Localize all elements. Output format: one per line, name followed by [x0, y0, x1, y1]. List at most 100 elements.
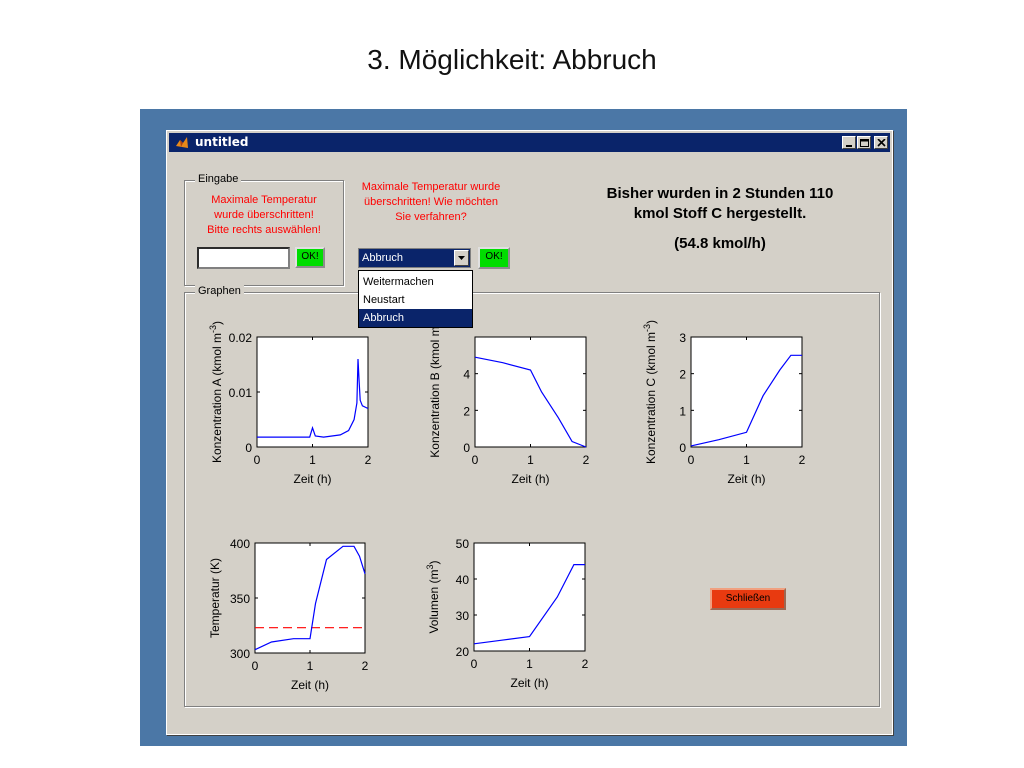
y-axis-label-end: ) [427, 560, 441, 564]
x-tick-label: 1 [307, 659, 314, 673]
graphen-group: Graphen [184, 285, 880, 707]
prompt-message: Maximale Temperatur wurde überschritten!… [342, 180, 520, 225]
y-axis-label-end: ) [210, 321, 224, 325]
y-tick-label: 2 [463, 404, 470, 418]
y-tick-label: 3 [679, 331, 686, 345]
graphen-legend: Graphen [195, 285, 244, 297]
plot-temperatur: 0 1 2 300 350 400 Zeit (h) Temperatur (K) [208, 537, 369, 692]
eingabe-message: Maximale Temperatur wurde überschritten!… [186, 193, 342, 238]
y-axis-label: Konzentration B (kmol m [428, 326, 442, 457]
info-rate: (54.8 kmol/h) [674, 235, 766, 252]
y-axis-label: Konzentration A (kmol m-3) [208, 321, 224, 463]
slide-title: 3. Möglichkeit: Abbruch [367, 44, 657, 75]
prompt-message-line: Maximale Temperatur wurde [361, 181, 501, 193]
prompt-ok-button[interactable]: OK! [478, 247, 510, 269]
x-tick-label: 0 [252, 659, 259, 673]
matlab-icon [176, 137, 188, 148]
x-tick-label: 2 [365, 453, 372, 467]
axes-box [690, 336, 803, 448]
series-line [473, 563, 585, 645]
window-titlebar[interactable]: untitled [169, 133, 890, 152]
y-axis-label-sup: -3 [208, 325, 218, 333]
x-tick-label: 2 [582, 657, 589, 671]
x-axis-label: Zeit (h) [293, 472, 331, 486]
window-title: untitled [195, 135, 249, 149]
y-tick-label: 30 [456, 609, 470, 623]
y-axis-label-text: Konzentration C (kmol m [644, 332, 658, 464]
action-dropdown-list: Weitermachen Neustart Abbruch [358, 270, 473, 328]
y-tick-label: 0.01 [229, 386, 253, 400]
close-window-button[interactable] [874, 136, 888, 149]
x-axis-label: Zeit (h) [291, 678, 329, 692]
y-tick-label: 0 [679, 441, 686, 455]
x-axis-label: Zeit (h) [727, 472, 765, 486]
y-tick-label: 40 [456, 573, 470, 587]
prompt-message-line: überschritten! Wie möchten [364, 196, 498, 208]
eingabe-message-line: wurde überschritten! [214, 209, 314, 221]
x-tick-label: 0 [688, 453, 695, 467]
action-select[interactable]: Abbruch [358, 248, 471, 268]
chevron-down-icon [458, 256, 465, 260]
y-tick-label: 0 [245, 441, 252, 455]
y-tick-label: 400 [230, 537, 250, 551]
prompt-message-line: Sie verfahren? [395, 211, 467, 223]
schliessen-button[interactable]: Schließen [710, 588, 786, 610]
plot-konzentration-c: 0 1 2 0 1 2 3 Zeit (h) Konzentration C (kmol m-3… [642, 320, 806, 486]
y-tick-label: 4 [463, 368, 470, 382]
y-axis-label-text: Konzentration A (kmol m [210, 333, 224, 463]
eingabe-message-line: Maximale Temperatur [211, 194, 317, 206]
maximize-icon [860, 139, 869, 147]
minimize-button[interactable] [842, 136, 856, 149]
series-line [257, 358, 369, 438]
y-tick-label: 2 [679, 368, 686, 382]
series-line [690, 354, 802, 447]
y-axis-label-sup: 3 [425, 564, 435, 569]
y-axis-label-text: Volumen (m [427, 569, 441, 633]
series-line [474, 356, 587, 448]
y-axis-label: Konzentration C (kmol m-3) [642, 320, 658, 464]
y-tick-label: 0.02 [229, 331, 253, 345]
x-axis-label: Zeit (h) [510, 676, 548, 690]
option-neustart[interactable]: Neustart [363, 294, 405, 306]
y-axis-label-sup: -3 [642, 324, 652, 332]
y-tick-label: 1 [679, 404, 686, 418]
y-tick-label: 0 [463, 441, 470, 455]
y-tick-label: 20 [456, 645, 470, 659]
series-line [254, 545, 366, 651]
plot-volumen: 0 1 2 20 30 40 50 Zeit (h) Volumen (m3) [425, 537, 589, 690]
axes-box [254, 542, 366, 654]
y-axis-label-text: Temperatur (K) [208, 558, 222, 638]
eingabe-message-line: Bitte rechts auswählen! [207, 224, 321, 236]
y-axis-label-text: Konzentration B (kmol m [428, 326, 442, 457]
option-weitermachen[interactable]: Weitermachen [363, 276, 434, 288]
plot-konzentration-b: 0 1 2 0 2 4 Zeit (h) Konzentration B (kmol m [428, 326, 590, 486]
axes-box [474, 336, 587, 448]
action-select-value: Abbruch [362, 252, 403, 264]
y-tick-label: 50 [456, 537, 470, 551]
x-tick-label: 0 [471, 657, 478, 671]
x-tick-label: 0 [254, 453, 261, 467]
maximize-button[interactable] [857, 136, 871, 149]
y-axis-label: Temperatur (K) [208, 558, 222, 638]
x-tick-label: 2 [362, 659, 369, 673]
x-tick-label: 0 [472, 453, 479, 467]
x-tick-label: 1 [527, 453, 534, 467]
select-arrow-button[interactable] [454, 250, 469, 266]
close-icon [877, 139, 886, 147]
info-line-2: kmol Stoff C hergestellt. [633, 205, 807, 222]
x-axis-label: Zeit (h) [511, 472, 549, 486]
eingabe-group: Eingabe [184, 173, 344, 286]
x-tick-label: 2 [799, 453, 806, 467]
x-tick-label: 1 [526, 657, 533, 671]
y-axis-label-end: ) [644, 320, 658, 324]
x-tick-label: 1 [743, 453, 750, 467]
eingabe-input[interactable] [197, 247, 290, 269]
axes-box [473, 542, 586, 652]
minimize-icon [846, 145, 852, 147]
x-tick-label: 1 [309, 453, 316, 467]
eingabe-ok-button[interactable]: OK! [295, 247, 325, 268]
eingabe-legend: Eingabe [195, 173, 242, 185]
info-line-1: Bisher wurden in 2 Stunden 110 [606, 185, 834, 202]
option-abbruch[interactable]: Abbruch [359, 309, 472, 327]
